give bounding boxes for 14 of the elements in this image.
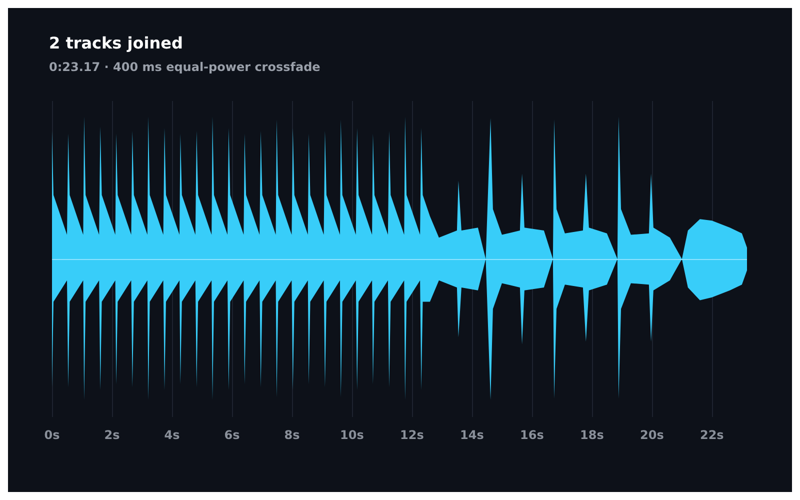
x-tick-label: 8s bbox=[284, 428, 300, 442]
x-tick-label: 0s bbox=[44, 428, 60, 442]
x-tick-label: 4s bbox=[164, 428, 180, 442]
chart-subtitle: 0:23.17 · 400 ms equal-power crossfade bbox=[49, 60, 320, 74]
x-tick-label: 18s bbox=[580, 428, 604, 442]
x-tick-label: 16s bbox=[520, 428, 544, 442]
x-tick-label: 2s bbox=[104, 428, 120, 442]
chart-title: 2 tracks joined bbox=[49, 34, 183, 52]
x-tick-label: 22s bbox=[700, 428, 724, 442]
x-tick-label: 14s bbox=[460, 428, 484, 442]
x-tick-label: 6s bbox=[224, 428, 240, 442]
x-tick-label: 12s bbox=[400, 428, 424, 442]
x-tick-label: 10s bbox=[340, 428, 364, 442]
x-tick-label: 20s bbox=[640, 428, 664, 442]
